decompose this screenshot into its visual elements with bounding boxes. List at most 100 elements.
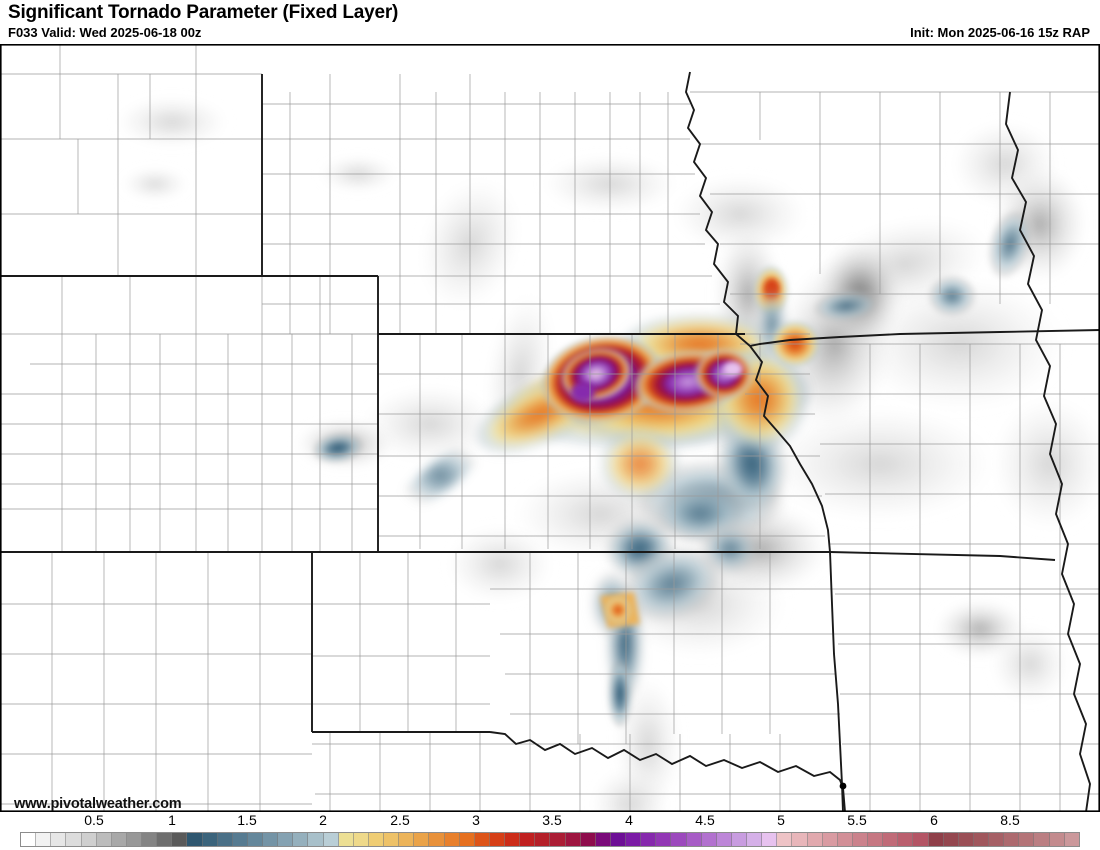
colorbar-cell: [353, 833, 369, 846]
colorbar-cell: [807, 833, 823, 846]
valid-time-label: F033 Valid: Wed 2025-06-18 00z: [8, 25, 202, 40]
colorbar-cell: [535, 833, 551, 846]
colorbar-cell: [308, 833, 324, 846]
map-header: Significant Tornado Parameter (Fixed Lay…: [0, 0, 1100, 44]
pivotal-weather-logo: piv: [788, 806, 1096, 813]
colorbar-cell: [172, 833, 188, 846]
colorbar-cell: [126, 833, 142, 846]
colorbar-cell: [21, 833, 37, 846]
colorbar-cell: [852, 833, 868, 846]
map-canvas[interactable]: www.pivotalweather.com piv: [0, 44, 1100, 812]
colorbar-tick: 1: [168, 812, 176, 828]
colorbar-cell: [217, 833, 233, 846]
colorbar-cell: [822, 833, 838, 846]
colorbar-tick: 2.5: [390, 812, 410, 828]
colorbar-cell: [731, 833, 747, 846]
colorbar-cell: [747, 833, 763, 846]
colorbar-cell: [81, 833, 97, 846]
colorbar-cell: [459, 833, 475, 846]
colorbar-cell: [973, 833, 989, 846]
colorbar-cell: [263, 833, 279, 846]
colorbar-cell: [187, 833, 203, 846]
colorbar-legend: 0.5 1 1.5 2 2.5 3 3.5 4 4.5 5 5.5 6 8.5: [0, 812, 1100, 850]
colorbar-cell: [111, 833, 127, 846]
colorbar-cell: [686, 833, 702, 846]
colorbar-cell: [1049, 833, 1065, 846]
colorbar-cell: [489, 833, 505, 846]
logo-text-after: tal weather: [881, 809, 1096, 813]
colorbar-cell: [989, 833, 1005, 846]
colorbar-tick: 5: [777, 812, 785, 828]
colorbar-cell: [626, 833, 642, 846]
colorbar-cell: [36, 833, 52, 846]
colorbar-cell: [641, 833, 657, 846]
site-url-watermark: www.pivotalweather.com: [14, 796, 182, 812]
colorbar-cell: [928, 833, 944, 846]
colorbar-cell: [474, 833, 490, 846]
colorbar-cell: [868, 833, 884, 846]
colorbar-cell: [51, 833, 67, 846]
colorbar-tick: 8.5: [1000, 812, 1020, 828]
colorbar-cell: [202, 833, 218, 846]
colorbar-cell: [656, 833, 672, 846]
colorbar-gradient: [20, 832, 1080, 847]
map-frame: [0, 44, 1100, 812]
colorbar-tick: 3.5: [542, 812, 562, 828]
colorbar-cell: [444, 833, 460, 846]
colorbar-cell: [1019, 833, 1035, 846]
colorbar-cell: [883, 833, 899, 846]
colorbar-cell: [610, 833, 626, 846]
colorbar-cell: [943, 833, 959, 846]
colorbar-cell: [429, 833, 445, 846]
colorbar-cell: [777, 833, 793, 846]
colorbar-tick: 4: [625, 812, 633, 828]
colorbar-cell: [580, 833, 596, 846]
colorbar-cell: [293, 833, 309, 846]
colorbar-tick: 2: [319, 812, 327, 828]
colorbar-cell: [550, 833, 566, 846]
colorbar-cell: [701, 833, 717, 846]
colorbar-cell: [913, 833, 929, 846]
page-title: Significant Tornado Parameter (Fixed Lay…: [8, 2, 399, 23]
colorbar-tick: 3: [472, 812, 480, 828]
colorbar-tick: 6: [930, 812, 938, 828]
colorbar-cell: [837, 833, 853, 846]
colorbar-cell: [595, 833, 611, 846]
init-time-label: Init: Mon 2025-06-16 15z RAP: [910, 25, 1090, 40]
map-boundaries: [0, 44, 1100, 812]
colorbar-cell: [520, 833, 536, 846]
colorbar-cell: [671, 833, 687, 846]
colorbar-tick-labels: 0.5 1 1.5 2 2.5 3 3.5 4 4.5 5 5.5 6 8.5: [0, 812, 1100, 832]
state-borders: [0, 71, 1100, 812]
county-borders: [0, 44, 1100, 812]
colorbar-cell: [338, 833, 354, 846]
colorbar-cell: [1034, 833, 1050, 846]
colorbar-cell: [384, 833, 400, 846]
colorbar-cell: [142, 833, 158, 846]
corner-marker: [839, 782, 847, 790]
colorbar-cell: [323, 833, 339, 846]
colorbar-tick: 5.5: [847, 812, 867, 828]
colorbar-cell: [1064, 833, 1079, 846]
colorbar-cell: [96, 833, 112, 846]
colorbar-cell: [958, 833, 974, 846]
colorbar-tick: 4.5: [695, 812, 715, 828]
colorbar-cell: [505, 833, 521, 846]
colorbar-cell: [565, 833, 581, 846]
colorbar-cell: [792, 833, 808, 846]
colorbar-cell: [278, 833, 294, 846]
colorbar-cell: [368, 833, 384, 846]
colorbar-cell: [232, 833, 248, 846]
colorbar-cell: [157, 833, 173, 846]
colorbar-cell: [399, 833, 415, 846]
logo-text-before: piv: [788, 809, 849, 813]
colorbar-cell: [762, 833, 778, 846]
colorbar-tick: 1.5: [237, 812, 257, 828]
colorbar-cell: [716, 833, 732, 846]
colorbar-cell: [898, 833, 914, 846]
colorbar-cell: [247, 833, 263, 846]
colorbar-cell: [1004, 833, 1020, 846]
colorbar-cell: [414, 833, 430, 846]
colorbar-cell: [66, 833, 82, 846]
